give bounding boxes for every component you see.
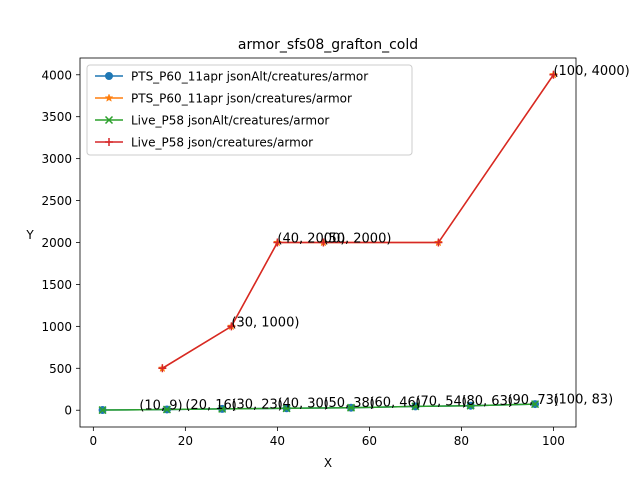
x-tick-label: 100 (542, 434, 565, 448)
series-line (161, 74, 555, 369)
data-label: (30, 23) (231, 397, 283, 412)
data-point (549, 70, 558, 79)
y-tick-label: 3000 (41, 152, 72, 166)
y-tick-label: 1000 (41, 320, 72, 334)
legend-marker (104, 115, 114, 125)
legend-entry: PTS_P60_11apr json/creatures/armor (95, 92, 352, 106)
legend-marker (104, 93, 114, 102)
data-point (319, 238, 328, 247)
data-point (531, 400, 540, 409)
x-axis-label: X (324, 456, 332, 470)
legend-box (86, 64, 413, 156)
legend-marker (105, 72, 113, 80)
data-label: (50, 38) (323, 396, 375, 411)
data-point (273, 238, 282, 247)
y-tick-label: 2500 (41, 194, 72, 208)
x-tick-label: 20 (178, 434, 193, 448)
data-label: (50, 2000) (323, 232, 391, 247)
legend-entry: PTS_P60_11apr jsonAlt/creatures/armor (95, 70, 368, 84)
data-label: (20, 16) (185, 398, 237, 413)
data-label: (60, 46) (369, 395, 421, 410)
data-label: (100, 83) (553, 392, 613, 407)
legend-marker (105, 138, 113, 146)
data-point (227, 322, 236, 331)
y-tick-label: 0 (64, 404, 72, 418)
legend: PTS_P60_11apr jsonAlt/creatures/armor PTS… (86, 64, 413, 156)
legend-label: Live_P58 jsonAlt/creatures/armor (131, 114, 329, 128)
plot-area: (10, 9) (20, 16)(30, 23)(40, 30)(50, 38)(… (98, 64, 630, 415)
legend-entry: Live_P58 json/creatures/armor (95, 136, 313, 150)
x-tick-label: 60 (362, 434, 377, 448)
data-label: (40, 30) (277, 397, 329, 412)
x-tick-label: 40 (270, 434, 285, 448)
series-4 (158, 70, 558, 373)
data-point (411, 402, 420, 411)
data-point (158, 364, 167, 373)
data-label: (30, 1000) (231, 315, 299, 330)
data-label: (40, 2000) (277, 232, 345, 247)
data-point (434, 238, 443, 247)
data-label: (80, 63) (461, 394, 512, 409)
legend-entry: Live_P58 jsonAlt/creatures/armor (95, 114, 329, 128)
y-tick-label: 3500 (41, 110, 72, 124)
x-tick-label: 80 (454, 434, 469, 448)
y-tick-label: 1500 (41, 278, 72, 292)
series-line (102, 403, 536, 411)
axes: 0 20 40 60 80 1000500100015002000250030003500… (41, 57, 577, 448)
x-tick-label: 0 (90, 434, 98, 448)
data-label: (70, 54) (415, 395, 467, 410)
y-tick-label: 2000 (41, 236, 72, 250)
y-tick-label: 500 (49, 362, 72, 376)
y-axis-label: Y (25, 228, 34, 242)
y-tick-label: 4000 (41, 68, 72, 82)
legend-label: Live_P58 json/creatures/armor (131, 136, 313, 150)
chart-title: armor_sfs08_grafton_cold (238, 37, 418, 53)
data-label: (100, 4000) (553, 64, 629, 79)
data-point (466, 401, 475, 410)
data-point (218, 404, 227, 413)
data-label: (90, 73) (507, 393, 559, 408)
legend-label: PTS_P60_11apr json/creatures/armor (131, 92, 352, 106)
series-3 (98, 400, 540, 415)
data-point (162, 405, 171, 414)
data-label: (10, 9) (139, 398, 182, 413)
data-point (98, 406, 107, 415)
data-point (346, 403, 356, 412)
data-point (282, 404, 291, 413)
legend-label: PTS_P60_11apr jsonAlt/creatures/armor (131, 70, 368, 84)
